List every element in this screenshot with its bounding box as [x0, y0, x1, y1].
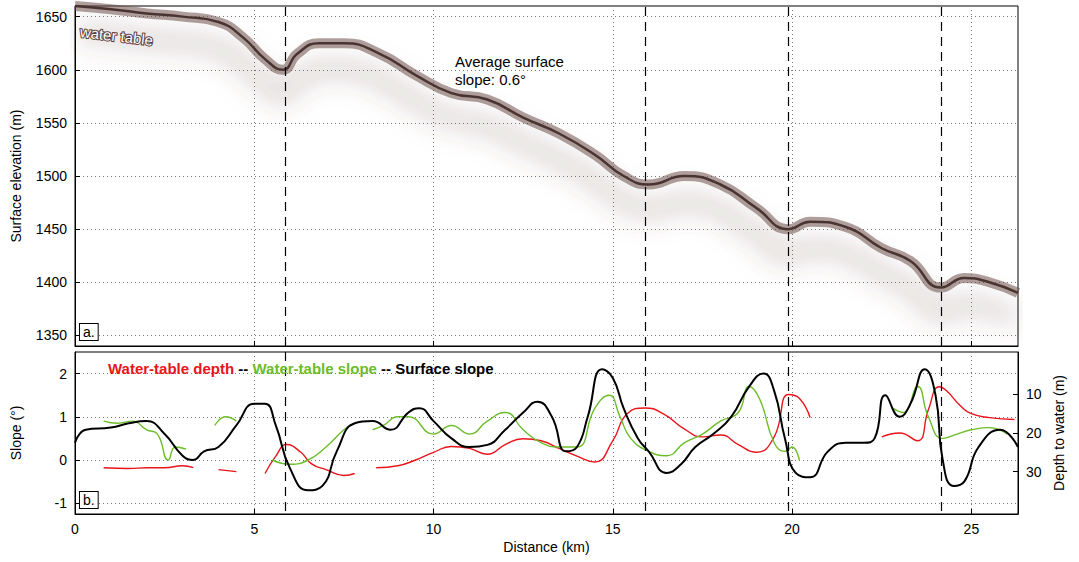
svg-text:-1: -1: [55, 495, 68, 511]
svg-text:25: 25: [964, 521, 980, 537]
svg-text:Surface elevation (m): Surface elevation (m): [8, 109, 24, 242]
svg-text:slope: 0.6°: slope: 0.6°: [455, 71, 526, 88]
svg-text:10: 10: [1026, 386, 1042, 402]
svg-text:0: 0: [71, 521, 79, 537]
svg-text:Slope (°): Slope (°): [8, 406, 24, 461]
svg-text:1650: 1650: [36, 9, 67, 25]
svg-text:1350: 1350: [36, 327, 67, 343]
svg-text:5: 5: [250, 521, 258, 537]
svg-text:Average surface: Average surface: [455, 53, 568, 70]
svg-text:a.: a.: [83, 324, 95, 340]
svg-text:20: 20: [784, 521, 800, 537]
svg-text:b.: b.: [83, 492, 95, 508]
svg-text:Distance (km): Distance (km): [503, 539, 589, 555]
svg-text:1450: 1450: [36, 221, 67, 237]
svg-text:1400: 1400: [36, 274, 67, 290]
svg-text:Water-table depth: Water-table depth: [108, 360, 234, 377]
svg-text:Surface slope: Surface slope: [395, 360, 493, 377]
svg-text:water table: water table: [78, 23, 154, 49]
svg-text:Depth to water (m): Depth to water (m): [1051, 375, 1067, 491]
svg-text:20: 20: [1026, 425, 1042, 441]
svg-text:--: --: [377, 360, 395, 377]
svg-text:--: --: [234, 360, 252, 377]
svg-text:0: 0: [59, 452, 67, 468]
svg-text:Water-table slope: Water-table slope: [252, 360, 376, 377]
svg-text:10: 10: [426, 521, 442, 537]
svg-text:2: 2: [59, 366, 67, 382]
svg-text:1500: 1500: [36, 168, 67, 184]
svg-text:1550: 1550: [36, 115, 67, 131]
svg-text:1: 1: [59, 409, 67, 425]
svg-text:15: 15: [605, 521, 621, 537]
svg-text:30: 30: [1026, 464, 1042, 480]
svg-text:1600: 1600: [36, 62, 67, 78]
